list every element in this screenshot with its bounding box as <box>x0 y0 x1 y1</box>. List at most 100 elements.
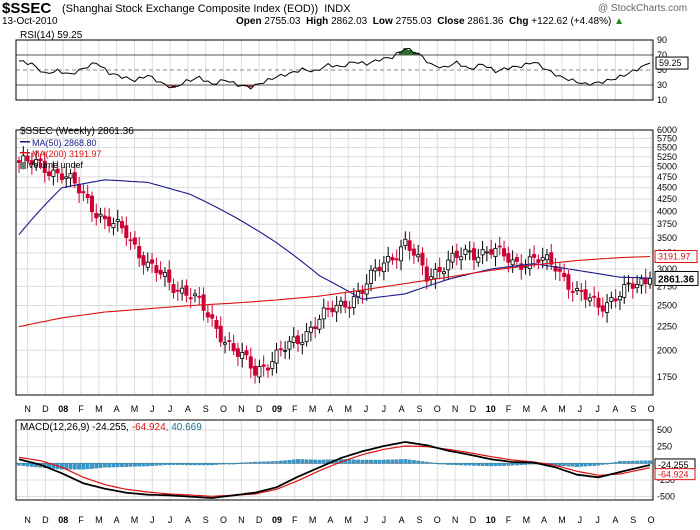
macd-histogram-bar <box>21 463 26 466</box>
candle-body <box>38 158 43 162</box>
macd-histogram-bar <box>98 463 103 468</box>
macd-histogram-bar <box>317 459 322 464</box>
x-tick-label: J <box>595 515 600 525</box>
price-tick-label: 2500 <box>657 301 677 311</box>
macd-histogram-bar <box>609 462 614 464</box>
macd-histogram-bar <box>566 463 571 467</box>
macd-histogram-bar <box>592 463 597 466</box>
macd-histogram-bar <box>51 463 56 469</box>
macd-histogram-bar <box>472 463 476 466</box>
macd-histogram-bar <box>163 463 167 466</box>
candle-body <box>162 272 167 277</box>
macd-histogram-bar <box>137 463 142 467</box>
candle-body <box>304 331 309 343</box>
chg-value: +122.62 (+4.48%) <box>531 16 612 27</box>
high-value: 2862.03 <box>331 16 368 27</box>
price-tick-label: 6000 <box>657 125 677 135</box>
candle-body <box>107 216 112 227</box>
macd-histogram-bar <box>360 459 365 464</box>
macd-histogram-bar <box>184 463 189 466</box>
candle-body <box>403 238 408 246</box>
macd-signal-line <box>18 445 651 497</box>
macd-histogram-bar <box>68 463 73 470</box>
candle-body <box>72 172 77 184</box>
candle-body <box>480 249 485 256</box>
ma200-line <box>18 255 651 328</box>
ma50-line <box>18 179 651 300</box>
candle-body <box>381 262 386 273</box>
open-label: Open <box>236 16 262 27</box>
macd-histogram-bar <box>497 463 502 466</box>
candle-body <box>197 295 202 298</box>
macd-histogram-bar <box>459 463 463 466</box>
x-tick-label: J <box>578 515 583 525</box>
candle-body <box>240 352 245 359</box>
candle-body <box>201 294 206 311</box>
price-frame <box>15 129 654 396</box>
macd-histogram-bar <box>111 463 116 468</box>
macd-histogram-bar <box>81 463 86 470</box>
x-tick-label: A <box>327 515 333 525</box>
macd-histogram-bar <box>480 463 485 466</box>
low-label: Low <box>372 16 393 27</box>
macd-histogram-bar <box>510 463 515 466</box>
macd-histogram-bar <box>446 463 451 465</box>
x-tick-label: J <box>364 515 369 525</box>
candle-body <box>351 296 356 308</box>
candle-body <box>394 258 399 261</box>
macd-histogram-bar <box>369 459 373 464</box>
macd-histogram-bar <box>596 463 601 466</box>
candle-body <box>510 259 515 266</box>
macd-histogram-bar <box>493 463 498 467</box>
candle-body <box>85 193 90 199</box>
candle-body <box>609 297 614 302</box>
candle-body <box>338 300 343 306</box>
candle-body <box>111 223 116 229</box>
price-tick-label: 1750 <box>657 372 677 382</box>
macd-histogram-bar <box>17 463 21 466</box>
candle-body <box>416 254 421 258</box>
macd-histogram-bar <box>588 463 592 467</box>
candle-body <box>223 342 228 345</box>
macd-histogram-bar <box>424 461 429 464</box>
macd-histogram-bar <box>399 459 403 464</box>
x-tick-label: 08 <box>58 404 68 414</box>
candle-body <box>433 268 438 279</box>
macd-histogram-bar <box>257 461 262 464</box>
candle-body <box>274 349 279 364</box>
candle-body <box>98 213 103 217</box>
macd-histogram-bar <box>309 459 313 464</box>
macd-histogram-bar <box>433 462 438 465</box>
x-tick-label: M <box>95 404 103 414</box>
candle-body <box>514 257 519 262</box>
macd-histogram-bar <box>240 462 245 464</box>
price-title: $SSEC (Weekly) 2861.36 <box>20 126 134 137</box>
x-tick-label: F <box>78 515 84 525</box>
candle-body <box>493 248 498 257</box>
x-tick-label: N <box>238 404 245 414</box>
candle-body <box>386 255 391 263</box>
symbol-title: $SSEC <box>2 0 51 17</box>
macd-histogram-bar <box>124 463 129 467</box>
macd-histogram-bar <box>373 459 378 464</box>
macd-histogram-bar <box>351 459 356 464</box>
candle-body <box>145 261 150 268</box>
x-tick-label: M <box>309 515 317 525</box>
macd-histogram-bar <box>313 459 318 464</box>
ma50-legend: MA(50) 2868.80 <box>32 138 97 148</box>
macd-histogram-bar <box>107 463 111 468</box>
x-tick-label: M <box>95 515 103 525</box>
candle-body <box>175 289 180 292</box>
macd-histogram-bar <box>420 461 425 464</box>
x-tick-label: S <box>203 515 209 525</box>
candle-body <box>562 272 567 278</box>
exchange: INDX <box>324 3 351 15</box>
x-tick-label: A <box>185 515 191 525</box>
candle-body <box>270 361 275 370</box>
macd-histogram-bar <box>25 463 30 467</box>
macd-histogram-bar <box>429 462 433 464</box>
macd-histogram-bar <box>85 463 90 470</box>
macd-histogram-bar <box>296 459 300 464</box>
candle-body <box>489 249 494 255</box>
candle-body <box>120 221 125 229</box>
